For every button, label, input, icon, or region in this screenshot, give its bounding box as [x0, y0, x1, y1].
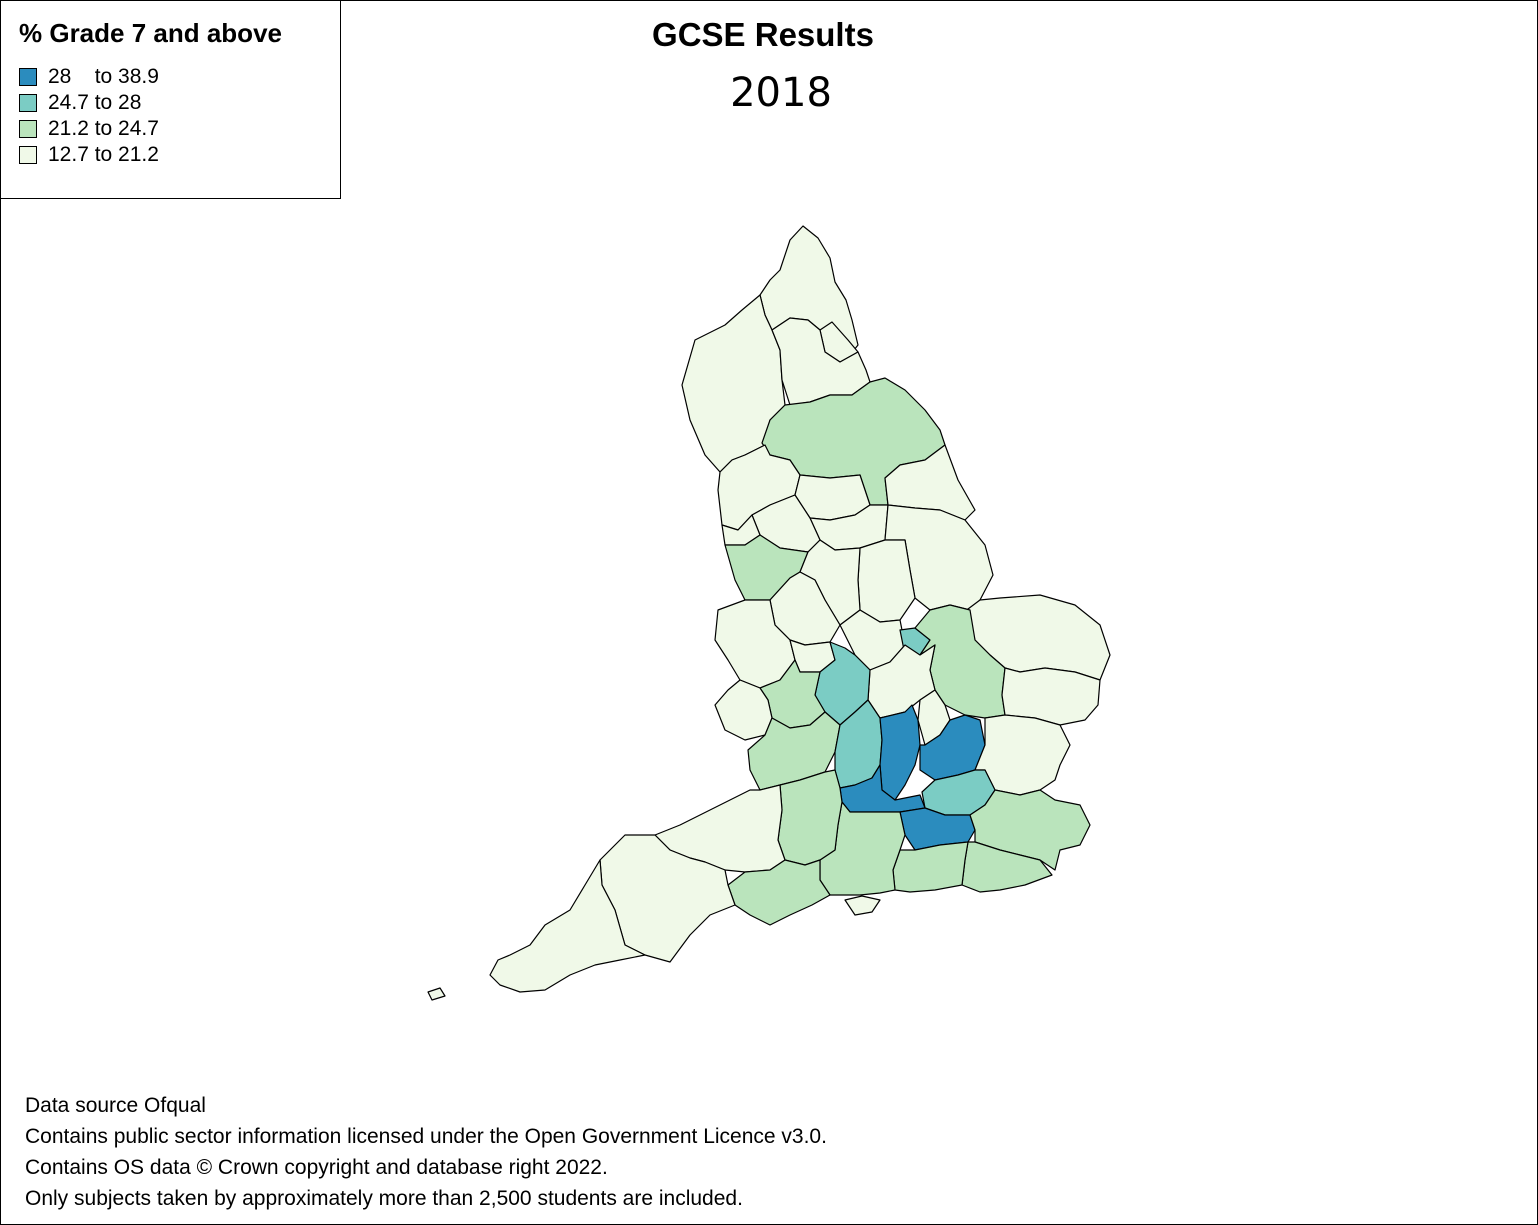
- region-buckinghamshire: [879, 704, 921, 801]
- legend-swatch-1: [19, 68, 37, 86]
- legend-label: 12.7 to 21.2: [48, 143, 159, 166]
- region-west-sussex: [892, 841, 969, 893]
- region-cornwall: [489, 859, 646, 993]
- footer-data-source: Data source Ofqual: [25, 1094, 206, 1117]
- footer-os-copyright: Contains OS data © Crown copyright and d…: [25, 1156, 608, 1179]
- footer-licence: Contains public sector information licen…: [25, 1125, 827, 1148]
- region-herefordshire: [714, 679, 773, 741]
- region-nottinghamshire: [857, 539, 916, 623]
- legend-swatch-3: [19, 120, 37, 138]
- footer-note: Only subjects taken by approximately mor…: [25, 1187, 743, 1210]
- region-scilly: [427, 987, 446, 1001]
- region-cambridgeshire: [914, 604, 1006, 719]
- region-suffolk: [1001, 667, 1101, 726]
- legend-label: 24.7 to 28: [48, 91, 142, 114]
- map-title: GCSE Results: [652, 16, 874, 53]
- map-footer: Data source Ofqual Contains public secto…: [25, 1090, 827, 1214]
- legend-label: 28 to 38.9: [48, 65, 159, 88]
- region-gloucestershire: [747, 711, 841, 791]
- map-legend: % Grade 7 and above 28 to 38.9 24.7 to 2…: [0, 0, 341, 199]
- map-subtitle: 2018: [730, 70, 832, 116]
- region-wiltshire: [777, 769, 843, 866]
- region-isle-of-wight: [844, 895, 881, 916]
- region-dorset: [727, 859, 831, 926]
- region-durham: [771, 317, 871, 406]
- legend-label: 21.2 to 24.7: [48, 117, 159, 140]
- region-surrey: [899, 807, 976, 851]
- legend-title: % Grade 7 and above: [19, 18, 282, 48]
- legend-swatch-2: [19, 94, 37, 112]
- legend-swatch-4: [19, 146, 37, 164]
